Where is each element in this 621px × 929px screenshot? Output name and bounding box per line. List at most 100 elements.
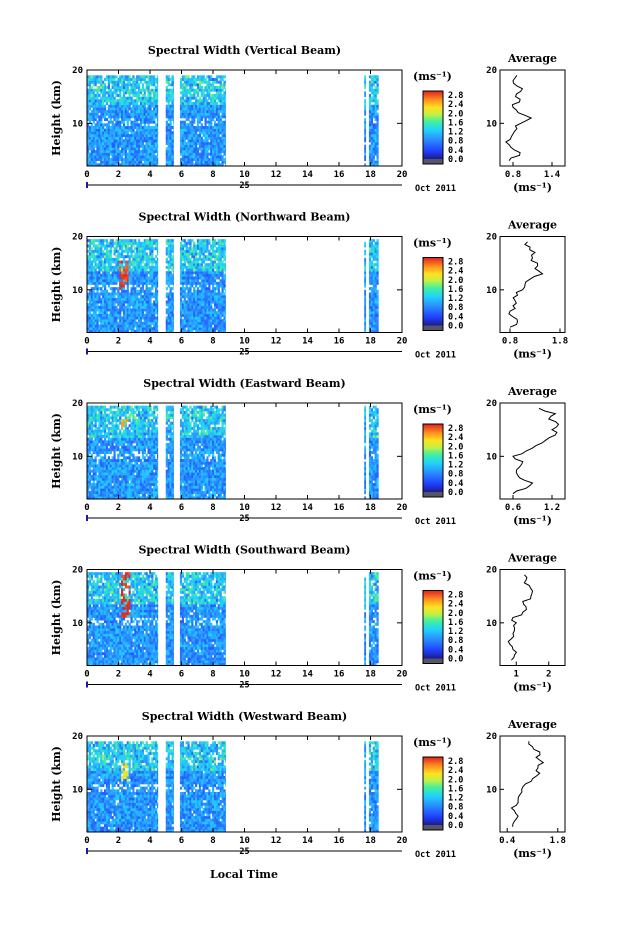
heatmap-cell [156,316,159,320]
heatmap-cell [105,324,109,328]
heatmap-cell [196,276,200,280]
heatmap-cell [370,295,373,299]
heatmap-cell [169,158,172,161]
heatmap-cell [189,107,192,111]
heatmap-cell [364,155,367,159]
heatmap-cell [376,303,379,307]
heatmap-cell [107,324,110,328]
heatmap-cell [96,469,99,473]
heatmap-cell [113,324,116,328]
heatmap-cell [92,324,95,328]
heatmap-cell [221,144,224,148]
heatmap-cell [189,313,192,317]
heatmap-cell [134,257,137,261]
heatmap-cell [183,120,186,124]
heatmap-cell [195,255,198,259]
heatmap-cell [94,115,97,119]
heatmap-cell [372,249,375,253]
heatmap-cell [193,289,196,293]
heatmap-cell [169,112,172,116]
heatmap-cell [90,155,93,159]
heatmap-cell [376,99,379,103]
heatmap-cell [87,295,90,299]
heatmap-cell [119,252,122,256]
heatmap-cell [117,99,120,103]
heatmap-cell [153,324,156,328]
heatmap-cell [364,279,367,283]
heatmap-cell [90,94,93,97]
heatmap-cell [130,163,133,167]
heatmap-cell [94,308,97,312]
heatmap-cell [96,273,99,277]
heatmap-cell [376,319,379,323]
heatmap-cell [196,308,200,312]
heatmap-cell [183,155,186,159]
heatmap-cell [147,78,150,81]
heatmap-cell [113,88,116,92]
heatmap-cell [88,427,92,430]
heatmap-cell [370,276,373,280]
heatmap-cell [87,319,90,323]
heatmap-cell [92,118,95,121]
heatmap-cell [193,319,196,323]
heatmap-cell [143,249,146,253]
heatmap-cell [376,241,379,245]
heatmap-cell [156,115,159,119]
heatmap-cell [124,152,127,156]
heatmap-cell [210,134,213,137]
heatmap-cell [196,257,200,261]
heatmap-cell [100,472,103,476]
heatmap-cell [87,448,90,452]
heatmap-cell [202,78,205,81]
heatmap-cell [219,313,222,317]
heatmap-cell [221,255,224,259]
heatmap-cell [111,144,114,148]
heatmap-cell [92,408,95,412]
heatmap-cell [202,160,205,164]
heatmap-cell [200,78,203,81]
heatmap-cell [215,128,219,132]
heatmap-cell [134,86,137,89]
heatmap-cell [198,292,202,296]
heatmap-cell [219,123,222,127]
heatmap-cell [156,281,159,285]
heatmap-cell [94,424,97,428]
heatmap-cell [92,265,95,269]
heatmap-cell [134,160,137,164]
heatmap-cell [145,324,148,328]
heatmap-cell [181,265,184,269]
heatmap-cell [88,440,92,444]
heatmap-cell [217,247,220,251]
heatmap-cell [374,321,377,325]
heatmap-cell [181,112,184,116]
heatmap-cell [153,147,156,151]
heatmap-cell [169,295,172,299]
heatmap-cell [104,295,107,299]
heatmap-cell [94,263,97,267]
heatmap-cell [87,480,90,484]
heatmap-cell [225,155,226,159]
heatmap-cell [104,292,107,296]
heatmap-cell [141,120,144,124]
heatmap-cell [126,247,129,251]
x-tick-label: 4 [147,170,153,180]
heatmap-cell [117,271,120,275]
heatmap-cell [88,118,92,121]
heatmap-cell [202,75,205,79]
heatmap-cell [221,287,224,291]
heatmap-cell [179,152,183,156]
heatmap-cell [213,295,217,299]
heatmap-cell [126,316,129,320]
heatmap-cell [204,96,207,100]
heatmap-cell [138,99,141,103]
heatmap-cell [169,134,172,137]
heatmap-cell [124,249,127,253]
heatmap-cell [139,163,143,167]
heatmap-cell [100,459,103,462]
heatmap-cell [219,80,222,84]
heatmap-cell [374,88,377,92]
heatmap-cell [126,96,129,100]
heatmap-cell [173,115,174,119]
heatmap-cell [187,110,190,113]
heatmap-cell [109,257,112,261]
